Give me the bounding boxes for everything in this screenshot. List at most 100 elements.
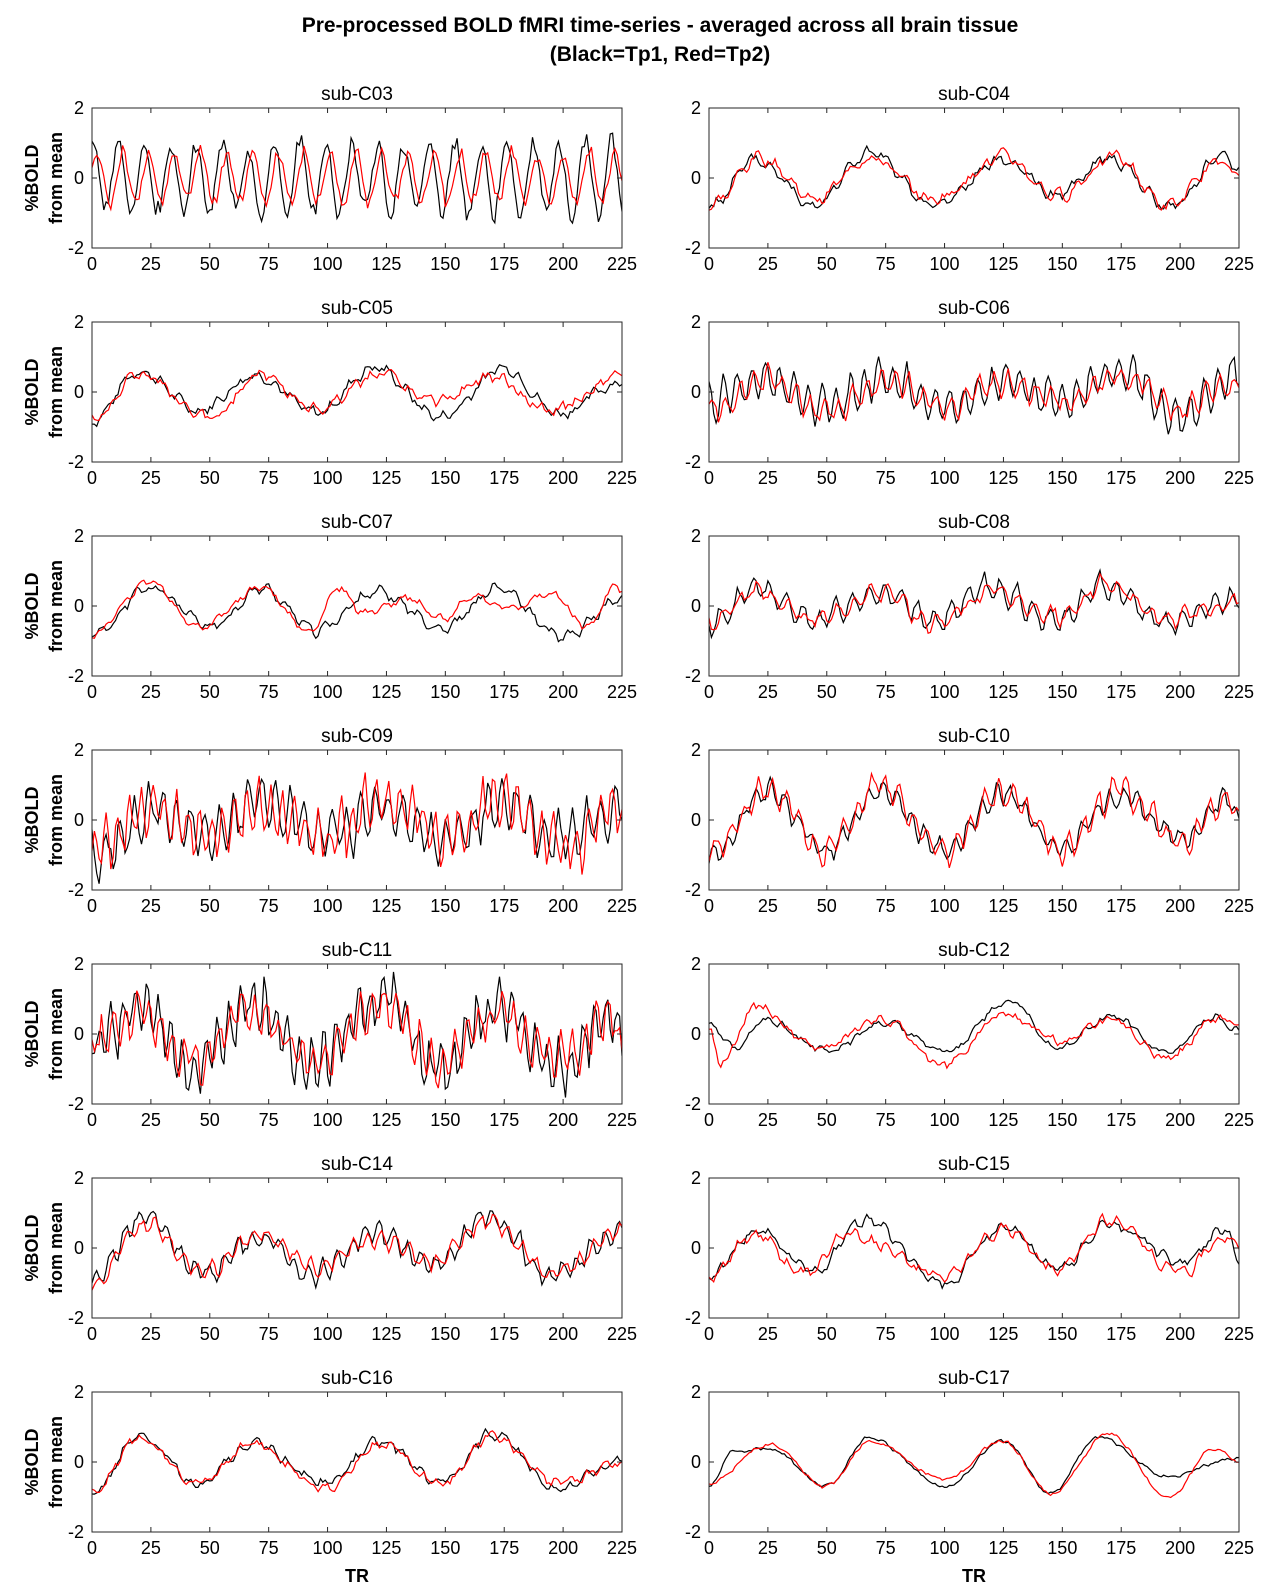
x-tick-label: 150 (1047, 896, 1077, 916)
panel-title: sub-C07 (321, 512, 393, 533)
series-line-Tp2 (709, 1212, 1239, 1284)
y-axis-label: %BOLD from mean (22, 1416, 66, 1508)
x-tick-label: 125 (988, 1538, 1018, 1558)
x-tick-label: 225 (607, 682, 637, 702)
x-tick-label: 125 (988, 896, 1018, 916)
y-tick-label: 2 (691, 312, 701, 332)
x-tick-label: 125 (371, 254, 401, 274)
x-tick-label: 150 (430, 1110, 460, 1130)
x-tick-label: 225 (607, 468, 637, 488)
x-tick-label: 125 (371, 682, 401, 702)
x-tick-label: 25 (758, 254, 778, 274)
x-tick-label: 150 (430, 896, 460, 916)
x-tick-label: 100 (313, 1110, 343, 1130)
series-line-Tp1 (709, 999, 1239, 1054)
x-tick-label: 200 (1165, 1324, 1195, 1344)
axes-box (708, 749, 1240, 891)
y-tick-label: -2 (68, 1522, 84, 1542)
x-tick-label: 100 (313, 682, 343, 702)
panel-title: sub-C04 (938, 84, 1010, 105)
y-tick-label: 2 (74, 1168, 84, 1188)
series-line-Tp1 (709, 354, 1239, 435)
x-tick-label: 200 (1165, 1110, 1195, 1130)
y-tick-label: 2 (74, 954, 84, 974)
x-tick-label: 0 (87, 1110, 97, 1130)
y-axis-label: %BOLD from mean (22, 132, 66, 224)
x-tick-label: 175 (1106, 1110, 1136, 1130)
y-tick-label: 2 (74, 740, 84, 760)
x-tick-label: 25 (758, 896, 778, 916)
x-tick-label: 125 (988, 254, 1018, 274)
x-tick-label: 0 (87, 468, 97, 488)
x-tick-label: 175 (489, 1110, 519, 1130)
x-tick-label: 200 (548, 1538, 578, 1558)
x-tick-label: 75 (259, 254, 279, 274)
x-tick-label: 200 (1165, 468, 1195, 488)
x-tick-label: 200 (548, 468, 578, 488)
x-tick-label: 175 (1106, 896, 1136, 916)
y-tick-label: 0 (74, 1024, 84, 1044)
x-tick-label: 100 (313, 896, 343, 916)
y-axis-label: %BOLD from mean (22, 560, 66, 652)
x-tick-label: 175 (1106, 254, 1136, 274)
x-tick-label: 25 (758, 1110, 778, 1130)
x-tick-label: 0 (704, 896, 714, 916)
x-tick-label: 225 (607, 254, 637, 274)
x-tick-label: 150 (430, 1324, 460, 1344)
y-tick-label: 2 (74, 526, 84, 546)
x-tick-label: 125 (988, 1110, 1018, 1130)
x-tick-label: 125 (371, 896, 401, 916)
x-tick-label: 75 (876, 468, 896, 488)
x-tick-label: 200 (548, 896, 578, 916)
y-tick-label: 2 (691, 1382, 701, 1402)
x-tick-label: 0 (704, 682, 714, 702)
y-tick-label: -2 (685, 238, 701, 258)
x-tick-label: 175 (489, 896, 519, 916)
series-line-Tp2 (709, 771, 1239, 869)
y-tick-label: -2 (68, 1094, 84, 1114)
x-tick-label: 175 (1106, 1538, 1136, 1558)
x-tick-label: 75 (876, 1538, 896, 1558)
x-tick-label: 125 (371, 1324, 401, 1344)
x-tick-label: 50 (817, 896, 837, 916)
x-tick-label: 225 (1224, 1110, 1254, 1130)
axes-box (91, 321, 623, 463)
x-tick-label: 100 (930, 896, 960, 916)
x-tick-label: 150 (1047, 468, 1077, 488)
x-tick-label: 225 (1224, 468, 1254, 488)
x-tick-label: 175 (1106, 468, 1136, 488)
series-line-Tp2 (709, 572, 1239, 634)
series-line-Tp2 (709, 147, 1239, 211)
y-tick-label: 2 (74, 312, 84, 332)
x-tick-label: 150 (1047, 1324, 1077, 1344)
x-tick-label: 50 (817, 1538, 837, 1558)
x-tick-label: 50 (200, 1324, 220, 1344)
x-tick-label: 75 (259, 468, 279, 488)
x-tick-label: 200 (548, 682, 578, 702)
x-tick-label: 200 (548, 1110, 578, 1130)
x-tick-label: 25 (758, 1324, 778, 1344)
x-tick-label: 50 (817, 682, 837, 702)
x-tick-label: 25 (141, 1538, 161, 1558)
panel-title: sub-C05 (321, 298, 393, 319)
x-tick-label: 75 (876, 896, 896, 916)
x-tick-label: 150 (1047, 254, 1077, 274)
y-tick-label: 0 (74, 382, 84, 402)
x-tick-label: 150 (1047, 1110, 1077, 1130)
panel-title: sub-C06 (938, 298, 1010, 319)
x-tick-label: 75 (876, 682, 896, 702)
x-tick-label: 75 (876, 1324, 896, 1344)
x-tick-label: 25 (141, 1324, 161, 1344)
x-tick-label: 175 (489, 682, 519, 702)
x-tick-label: 125 (988, 682, 1018, 702)
x-tick-label: 50 (200, 1110, 220, 1130)
x-tick-label: 200 (548, 254, 578, 274)
axes-box (91, 107, 623, 249)
